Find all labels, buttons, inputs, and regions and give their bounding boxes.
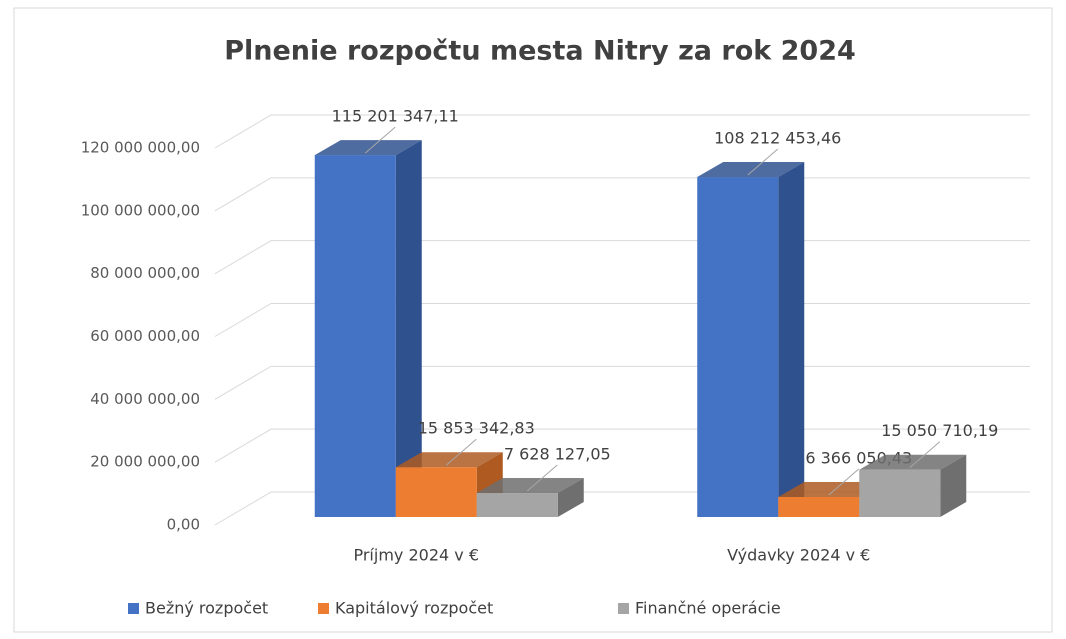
bar <box>859 469 941 517</box>
data-label: 7 628 127,05 <box>504 445 611 464</box>
y-tick-label: 40 000 000,00 <box>90 390 200 408</box>
bar-top <box>697 162 805 178</box>
y-tick-label: 80 000 000,00 <box>90 264 200 282</box>
bar <box>314 155 396 517</box>
bar-side <box>940 454 967 517</box>
grid-line <box>214 114 1030 149</box>
legend-swatch <box>128 603 139 614</box>
data-label: 115 201 347,11 <box>332 107 459 126</box>
y-tick-label: 100 000 000,00 <box>81 201 200 219</box>
leader-line <box>445 438 477 466</box>
leader-line <box>364 126 396 154</box>
legend-label: Finančné operácie <box>635 599 781 618</box>
bar-top <box>859 454 967 470</box>
bar-side <box>395 140 422 517</box>
bar-top <box>314 140 422 156</box>
leader-line <box>909 441 941 469</box>
leader-line <box>828 468 860 496</box>
bar <box>476 493 558 517</box>
x-tick-label: Príjmy 2024 v € <box>353 546 479 565</box>
chart-title: Plnenie rozpočtu mesta Nitry za rok 2024 <box>224 36 856 67</box>
y-tick-label: 20 000 000,00 <box>90 453 200 471</box>
y-tick-label: 0,00 <box>167 516 200 534</box>
legend-label: Kapitálový rozpočet <box>335 599 493 618</box>
bar <box>778 497 860 517</box>
bar <box>395 467 477 517</box>
y-tick-label: 120 000 000,00 <box>81 139 200 157</box>
data-label: 108 212 453,46 <box>714 129 841 148</box>
chart-frame <box>13 7 1053 633</box>
leader-line <box>747 148 779 176</box>
data-label: 15 853 342,83 <box>418 419 535 438</box>
data-label: 15 050 710,19 <box>881 421 998 440</box>
legend-label: Bežný rozpočet <box>145 599 268 618</box>
bar-top <box>395 452 503 468</box>
bar <box>697 177 779 518</box>
y-tick-label: 60 000 000,00 <box>90 327 200 345</box>
bar-side <box>778 162 805 518</box>
leader-line <box>526 464 558 492</box>
x-tick-label: Výdavky 2024 v € <box>727 546 870 565</box>
legend-swatch <box>318 603 329 614</box>
bar-side <box>557 478 584 517</box>
legend-swatch <box>618 603 629 614</box>
bar-top <box>476 478 584 494</box>
bar-top <box>778 482 886 497</box>
